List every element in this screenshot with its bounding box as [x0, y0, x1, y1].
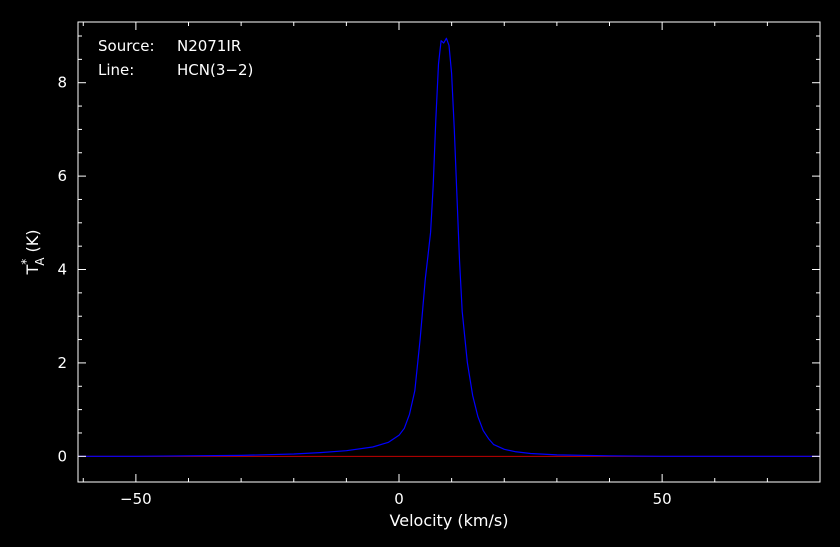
plot-frame	[77, 21, 821, 483]
x-tick-label: 50	[653, 490, 672, 508]
x-tick-label: 0	[394, 490, 404, 508]
x-axis-label: Velocity (km/s)	[390, 511, 509, 530]
annotation-source-label: Source:	[98, 37, 155, 55]
y-axis-label-base: T	[23, 265, 42, 276]
y-axis-label-unit: (K)	[23, 229, 42, 257]
y-axis-label: T*A (K)	[19, 229, 47, 275]
y-tick-label: 0	[57, 447, 67, 465]
y-tick-label: 4	[57, 261, 67, 279]
annotation-line: Line: HCN(3−2)	[98, 61, 253, 79]
x-tick-label: −50	[120, 490, 152, 508]
annotation-source: Source: N2071IR	[98, 37, 241, 55]
y-tick-label: 8	[57, 74, 67, 92]
spectrum-series-line	[78, 37, 820, 457]
annotation-line-value: HCN(3−2)	[177, 61, 253, 79]
y-axis-label-sup: *	[19, 259, 33, 265]
y-tick-label: 2	[57, 354, 67, 372]
y-axis-label-sub: A	[33, 257, 47, 266]
plot-area	[78, 37, 820, 457]
annotation-line-label: Line:	[98, 61, 134, 79]
axis-ticks: −50 0 50 0 2 4 6 8	[57, 22, 821, 508]
annotation-source-value: N2071IR	[177, 37, 241, 55]
y-tick-label: 6	[57, 167, 67, 185]
